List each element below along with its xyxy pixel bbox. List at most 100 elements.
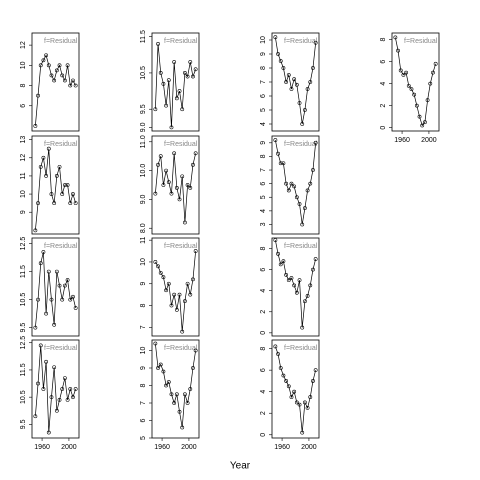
y-tick-label: 9	[260, 141, 267, 145]
data-point	[161, 183, 166, 187]
data-point	[71, 395, 75, 400]
data-point	[161, 81, 166, 86]
y-tick-label: 5	[260, 195, 267, 199]
data-point	[158, 154, 163, 159]
data-point	[60, 192, 65, 196]
data-point	[180, 107, 185, 112]
panel-frame	[151, 237, 200, 337]
y-tick-label: 6	[260, 94, 267, 98]
data-point	[191, 162, 195, 167]
panel-frame	[151, 135, 200, 235]
data-point	[278, 262, 283, 267]
y-tick-label: 4	[380, 82, 387, 86]
data-point	[36, 93, 40, 98]
x-tick-label: 2000	[181, 444, 197, 451]
data-point	[177, 89, 182, 93]
data-point	[164, 383, 169, 388]
data-point	[33, 124, 38, 128]
data-point	[177, 197, 182, 202]
data-point	[174, 392, 179, 397]
x-axis-label: Year	[230, 461, 251, 472]
data-point	[180, 329, 185, 334]
data-point	[71, 294, 75, 299]
data-point	[158, 270, 163, 275]
data-point	[278, 59, 283, 63]
data-point	[431, 70, 435, 75]
y-tick-label: 4	[260, 289, 267, 293]
y-tick-label: 10	[20, 190, 27, 198]
data-point	[49, 73, 54, 78]
panel-frame	[31, 135, 80, 235]
data-point	[193, 151, 198, 156]
data-point	[57, 283, 62, 288]
data-point	[63, 183, 67, 187]
data-point	[60, 387, 65, 391]
data-point	[300, 430, 305, 435]
data-point	[278, 161, 283, 166]
y-tick-label: 11	[20, 172, 27, 179]
data-point	[54, 68, 59, 73]
data-point	[169, 191, 174, 196]
data-point	[313, 40, 318, 45]
strip-label: f=Residual	[44, 345, 78, 352]
data-point	[191, 74, 195, 79]
data-point	[286, 73, 291, 77]
data-point	[166, 180, 171, 185]
data-point	[156, 162, 160, 167]
y-tick-label: 12.5	[20, 237, 27, 251]
y-tick-label: 9.0	[140, 122, 147, 132]
panel-frame	[151, 32, 200, 132]
data-point	[180, 425, 185, 430]
strip-label: f=Residual	[284, 345, 318, 352]
data-point	[44, 53, 49, 58]
data-point	[406, 83, 411, 88]
data-point	[49, 395, 54, 400]
y-tick-label: 8	[140, 303, 147, 307]
strip-label: f=Residual	[284, 141, 318, 148]
data-point	[302, 108, 307, 112]
data-point	[174, 307, 179, 312]
y-tick-label: 9	[140, 366, 147, 370]
y-tick-label: 6	[140, 418, 147, 422]
data-point	[188, 185, 193, 190]
data-point	[63, 376, 67, 381]
data-point	[292, 184, 297, 189]
data-point	[54, 174, 59, 178]
data-point	[300, 122, 305, 126]
data-point	[311, 379, 315, 383]
data-point	[289, 87, 294, 91]
data-point	[300, 325, 305, 330]
data-point	[36, 201, 40, 206]
data-point	[292, 283, 297, 288]
y-tick-label: 8	[260, 154, 267, 158]
strip-label: f=Residual	[164, 38, 198, 45]
data-point	[156, 264, 160, 269]
data-point	[73, 387, 78, 391]
data-point	[166, 380, 171, 384]
data-point	[284, 80, 289, 84]
data-point	[409, 87, 414, 92]
x-tick-label: 1960	[34, 444, 50, 451]
strip-label: f=Residual	[44, 141, 78, 148]
data-point	[156, 41, 160, 46]
y-tick-label: 8	[260, 66, 267, 70]
data-point	[182, 392, 187, 397]
data-point	[73, 201, 78, 206]
data-point	[174, 185, 179, 190]
data-point	[284, 379, 289, 383]
data-point	[158, 362, 163, 367]
data-point	[164, 288, 169, 293]
data-point	[166, 78, 171, 83]
data-point	[172, 60, 177, 64]
data-point	[60, 73, 65, 78]
data-point	[182, 71, 187, 75]
strip-label: f=Residual	[404, 38, 438, 45]
series-line	[155, 343, 196, 428]
y-tick-label: 10.5	[20, 293, 27, 307]
data-point	[52, 78, 57, 83]
data-point	[68, 83, 73, 88]
data-point	[161, 369, 166, 374]
series-line	[35, 345, 76, 433]
data-point	[308, 283, 313, 288]
